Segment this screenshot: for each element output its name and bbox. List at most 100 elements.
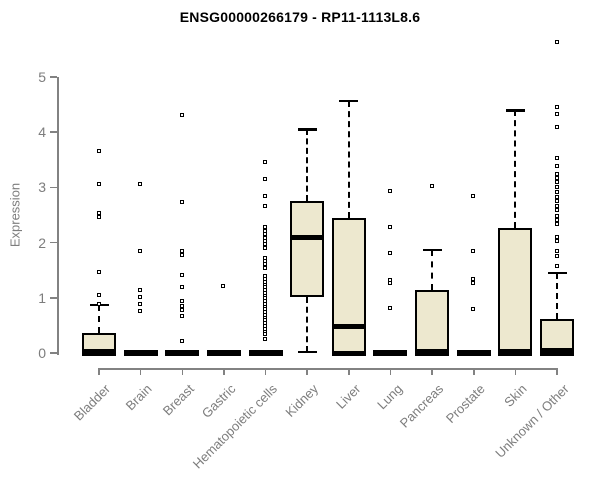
outlier-point — [96, 149, 101, 154]
outlier-point — [263, 176, 268, 181]
box — [498, 228, 533, 353]
outlier-point — [554, 190, 559, 195]
outlier-point — [138, 287, 143, 292]
outlier-point — [96, 181, 101, 186]
chart-title: ENSG00000266179 - RP11-1113L8.6 — [179, 9, 421, 25]
outlier-point — [179, 200, 184, 205]
outlier-point — [138, 309, 143, 314]
x-axis-line — [99, 368, 558, 370]
x-axis-tick — [139, 368, 142, 375]
x-axis-tick — [389, 368, 392, 375]
outlier-point — [554, 40, 559, 45]
box-bottom-edge — [331, 350, 366, 356]
x-axis-tick — [348, 368, 350, 375]
outlier-point — [138, 182, 143, 187]
lower-whisker-cap — [297, 350, 317, 354]
outlier-point — [387, 189, 392, 194]
x-axis-tick — [264, 368, 267, 375]
y-tick-label: 5 — [38, 69, 46, 85]
median-line — [290, 234, 325, 240]
outlier-point — [471, 277, 476, 282]
x-tick-label: Skin — [501, 381, 530, 410]
outlier-point — [554, 180, 559, 185]
outlier-point — [554, 253, 559, 258]
y-tick-label: 0 — [38, 345, 46, 361]
box-bottom-edge — [415, 350, 450, 356]
outlier-point — [96, 214, 101, 219]
x-axis-tick — [473, 368, 475, 375]
upper-whisker-cap — [339, 99, 359, 103]
outlier-point — [554, 104, 559, 109]
box — [331, 217, 366, 353]
outlier-point — [263, 225, 268, 230]
outlier-point — [221, 284, 226, 289]
lower-whisker — [306, 296, 309, 352]
outlier-point — [96, 270, 101, 275]
outlier-point — [179, 248, 184, 253]
x-axis-tick — [181, 368, 184, 375]
outlier-point — [554, 208, 559, 213]
x-axis-tick — [431, 368, 433, 375]
outlier-point — [554, 203, 559, 208]
outlier-point — [263, 160, 268, 165]
outlier-point — [554, 248, 559, 253]
box-bottom-edge — [540, 350, 575, 356]
outlier-point — [179, 285, 184, 290]
x-tick-label: Gastric — [198, 381, 239, 421]
box — [290, 201, 325, 297]
x-tick-label: Brain — [122, 381, 155, 414]
outlier-point — [263, 337, 268, 342]
outlier-point — [138, 249, 143, 254]
upper-whisker-cap — [505, 109, 525, 112]
outlier-point — [554, 156, 559, 161]
x-tick-label: Kidney — [282, 381, 322, 420]
upper-whisker — [514, 110, 517, 229]
outlier-point — [179, 299, 184, 304]
x-tick-label: Prostate — [443, 381, 489, 427]
outlier-point — [554, 184, 559, 189]
x-tick-label: Breast — [159, 381, 197, 419]
outlier-point — [471, 193, 476, 198]
x-axis-tick — [514, 368, 517, 375]
outlier-point — [179, 253, 184, 258]
box — [540, 318, 575, 353]
outlier-point — [179, 307, 184, 312]
outlier-point — [263, 194, 268, 199]
outlier-point — [554, 163, 559, 168]
outlier-point — [471, 307, 476, 312]
flat-box — [373, 350, 408, 356]
outlier-point — [263, 203, 268, 208]
outlier-point — [429, 183, 434, 188]
outlier-point — [471, 249, 476, 254]
upper-whisker — [556, 272, 559, 319]
outlier-point — [263, 266, 268, 271]
flat-box — [123, 350, 158, 356]
x-axis-tick — [556, 368, 558, 375]
outlier-point — [138, 295, 143, 300]
outlier-point — [263, 262, 268, 267]
outlier-point — [179, 339, 184, 344]
outlier-point — [554, 238, 559, 243]
outlier-point — [387, 224, 392, 229]
outlier-point — [179, 113, 184, 118]
outlier-point — [387, 280, 392, 285]
y-tick-label: 4 — [38, 124, 46, 141]
median-line — [331, 324, 366, 329]
upper-whisker-cap — [297, 128, 317, 131]
y-axis-line — [57, 77, 59, 355]
outlier-point — [554, 218, 559, 223]
outlier-point — [554, 222, 559, 227]
x-tick-label: Pancreas — [396, 381, 447, 431]
outlier-point — [554, 171, 559, 176]
y-axis-tick — [50, 352, 57, 354]
flat-box — [248, 350, 283, 356]
outlier-point — [179, 303, 184, 308]
outlier-point — [554, 194, 559, 199]
outlier-point — [138, 301, 143, 306]
y-axis-tick — [50, 76, 57, 78]
outlier-point — [554, 176, 559, 181]
y-axis-tick — [50, 241, 57, 244]
upper-whisker — [98, 304, 100, 333]
y-axis-tick — [50, 186, 57, 189]
